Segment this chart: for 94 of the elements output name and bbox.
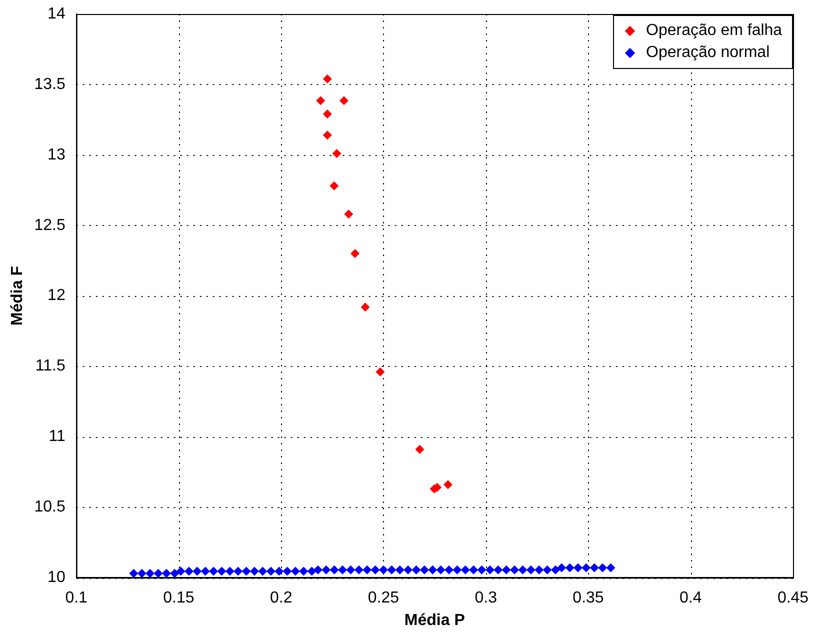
x-tick-label: 0.15 (163, 590, 194, 607)
y-tick-label: 12 (48, 287, 66, 304)
x-axis-title: Média P (404, 612, 466, 629)
point (339, 96, 348, 106)
y-tick-label: 12.5 (34, 216, 66, 234)
point (176, 566, 186, 576)
point (557, 563, 566, 572)
point (598, 563, 608, 572)
point (170, 568, 180, 578)
point (290, 566, 300, 576)
point (338, 565, 348, 574)
point (192, 566, 202, 576)
point (370, 565, 380, 574)
point (565, 563, 574, 572)
point (146, 568, 155, 578)
point (322, 74, 332, 84)
point (415, 444, 424, 454)
point (322, 110, 332, 119)
point (234, 566, 243, 576)
point (316, 96, 326, 106)
point (606, 563, 616, 572)
x-tick-label: 0.3 (474, 590, 498, 607)
point (274, 566, 284, 576)
point (282, 566, 292, 576)
point (443, 480, 452, 490)
point (266, 566, 276, 576)
point (460, 565, 470, 574)
point (360, 302, 370, 312)
legend-label: Operação normal (646, 44, 770, 62)
point (477, 565, 486, 574)
x-tick-label: 0.4 (679, 590, 702, 607)
y-tick-label: 13 (48, 146, 66, 164)
point (412, 565, 421, 574)
point (420, 565, 429, 574)
x-tick-label: 0.35 (572, 590, 604, 607)
point (313, 565, 322, 574)
point (376, 367, 385, 376)
point (542, 565, 552, 574)
point (346, 565, 356, 574)
point (582, 563, 591, 572)
point (378, 565, 388, 574)
point (590, 563, 599, 572)
point (510, 565, 520, 574)
y-tick-label: 10.5 (34, 498, 66, 516)
y-tick-label: 13.5 (34, 76, 66, 93)
point (307, 566, 316, 576)
point (550, 565, 560, 574)
point (574, 563, 582, 572)
y-tick-label: 10 (48, 569, 66, 586)
point (502, 565, 511, 574)
x-tick-label: 0.25 (368, 590, 400, 607)
point (209, 566, 218, 576)
point (534, 565, 544, 574)
point (362, 565, 372, 574)
x-tick-label: 0.2 (270, 590, 292, 607)
point (526, 565, 536, 574)
point (330, 181, 339, 190)
point (330, 565, 339, 574)
point (332, 148, 342, 158)
point (436, 565, 446, 574)
point (428, 565, 438, 574)
y-tick-label: 11 (48, 428, 66, 446)
point (242, 566, 251, 576)
point (162, 568, 171, 578)
point (354, 565, 364, 574)
x-tick-label: 0.45 (777, 590, 809, 607)
point (444, 565, 454, 574)
point (452, 565, 462, 574)
point (225, 566, 234, 576)
x-tick-label: 0.1 (65, 590, 88, 607)
point (322, 565, 331, 574)
point (395, 565, 404, 574)
point (350, 249, 360, 258)
y-tick-label: 14 (48, 5, 66, 22)
point (258, 566, 268, 576)
point (154, 568, 163, 578)
point (184, 566, 194, 576)
point (299, 566, 308, 576)
point (137, 568, 146, 578)
y-axis-title: Média F (9, 266, 26, 326)
point (344, 210, 354, 219)
point (250, 566, 259, 576)
point (217, 566, 226, 576)
point (469, 565, 478, 574)
point (322, 130, 332, 140)
legend-label: Operação em falha (646, 22, 782, 40)
point (129, 568, 138, 578)
point (387, 565, 396, 574)
y-tick-label: 11.5 (35, 358, 66, 375)
point (404, 565, 413, 574)
point (518, 565, 528, 574)
point (485, 565, 494, 574)
point (200, 566, 210, 576)
point (494, 565, 503, 574)
